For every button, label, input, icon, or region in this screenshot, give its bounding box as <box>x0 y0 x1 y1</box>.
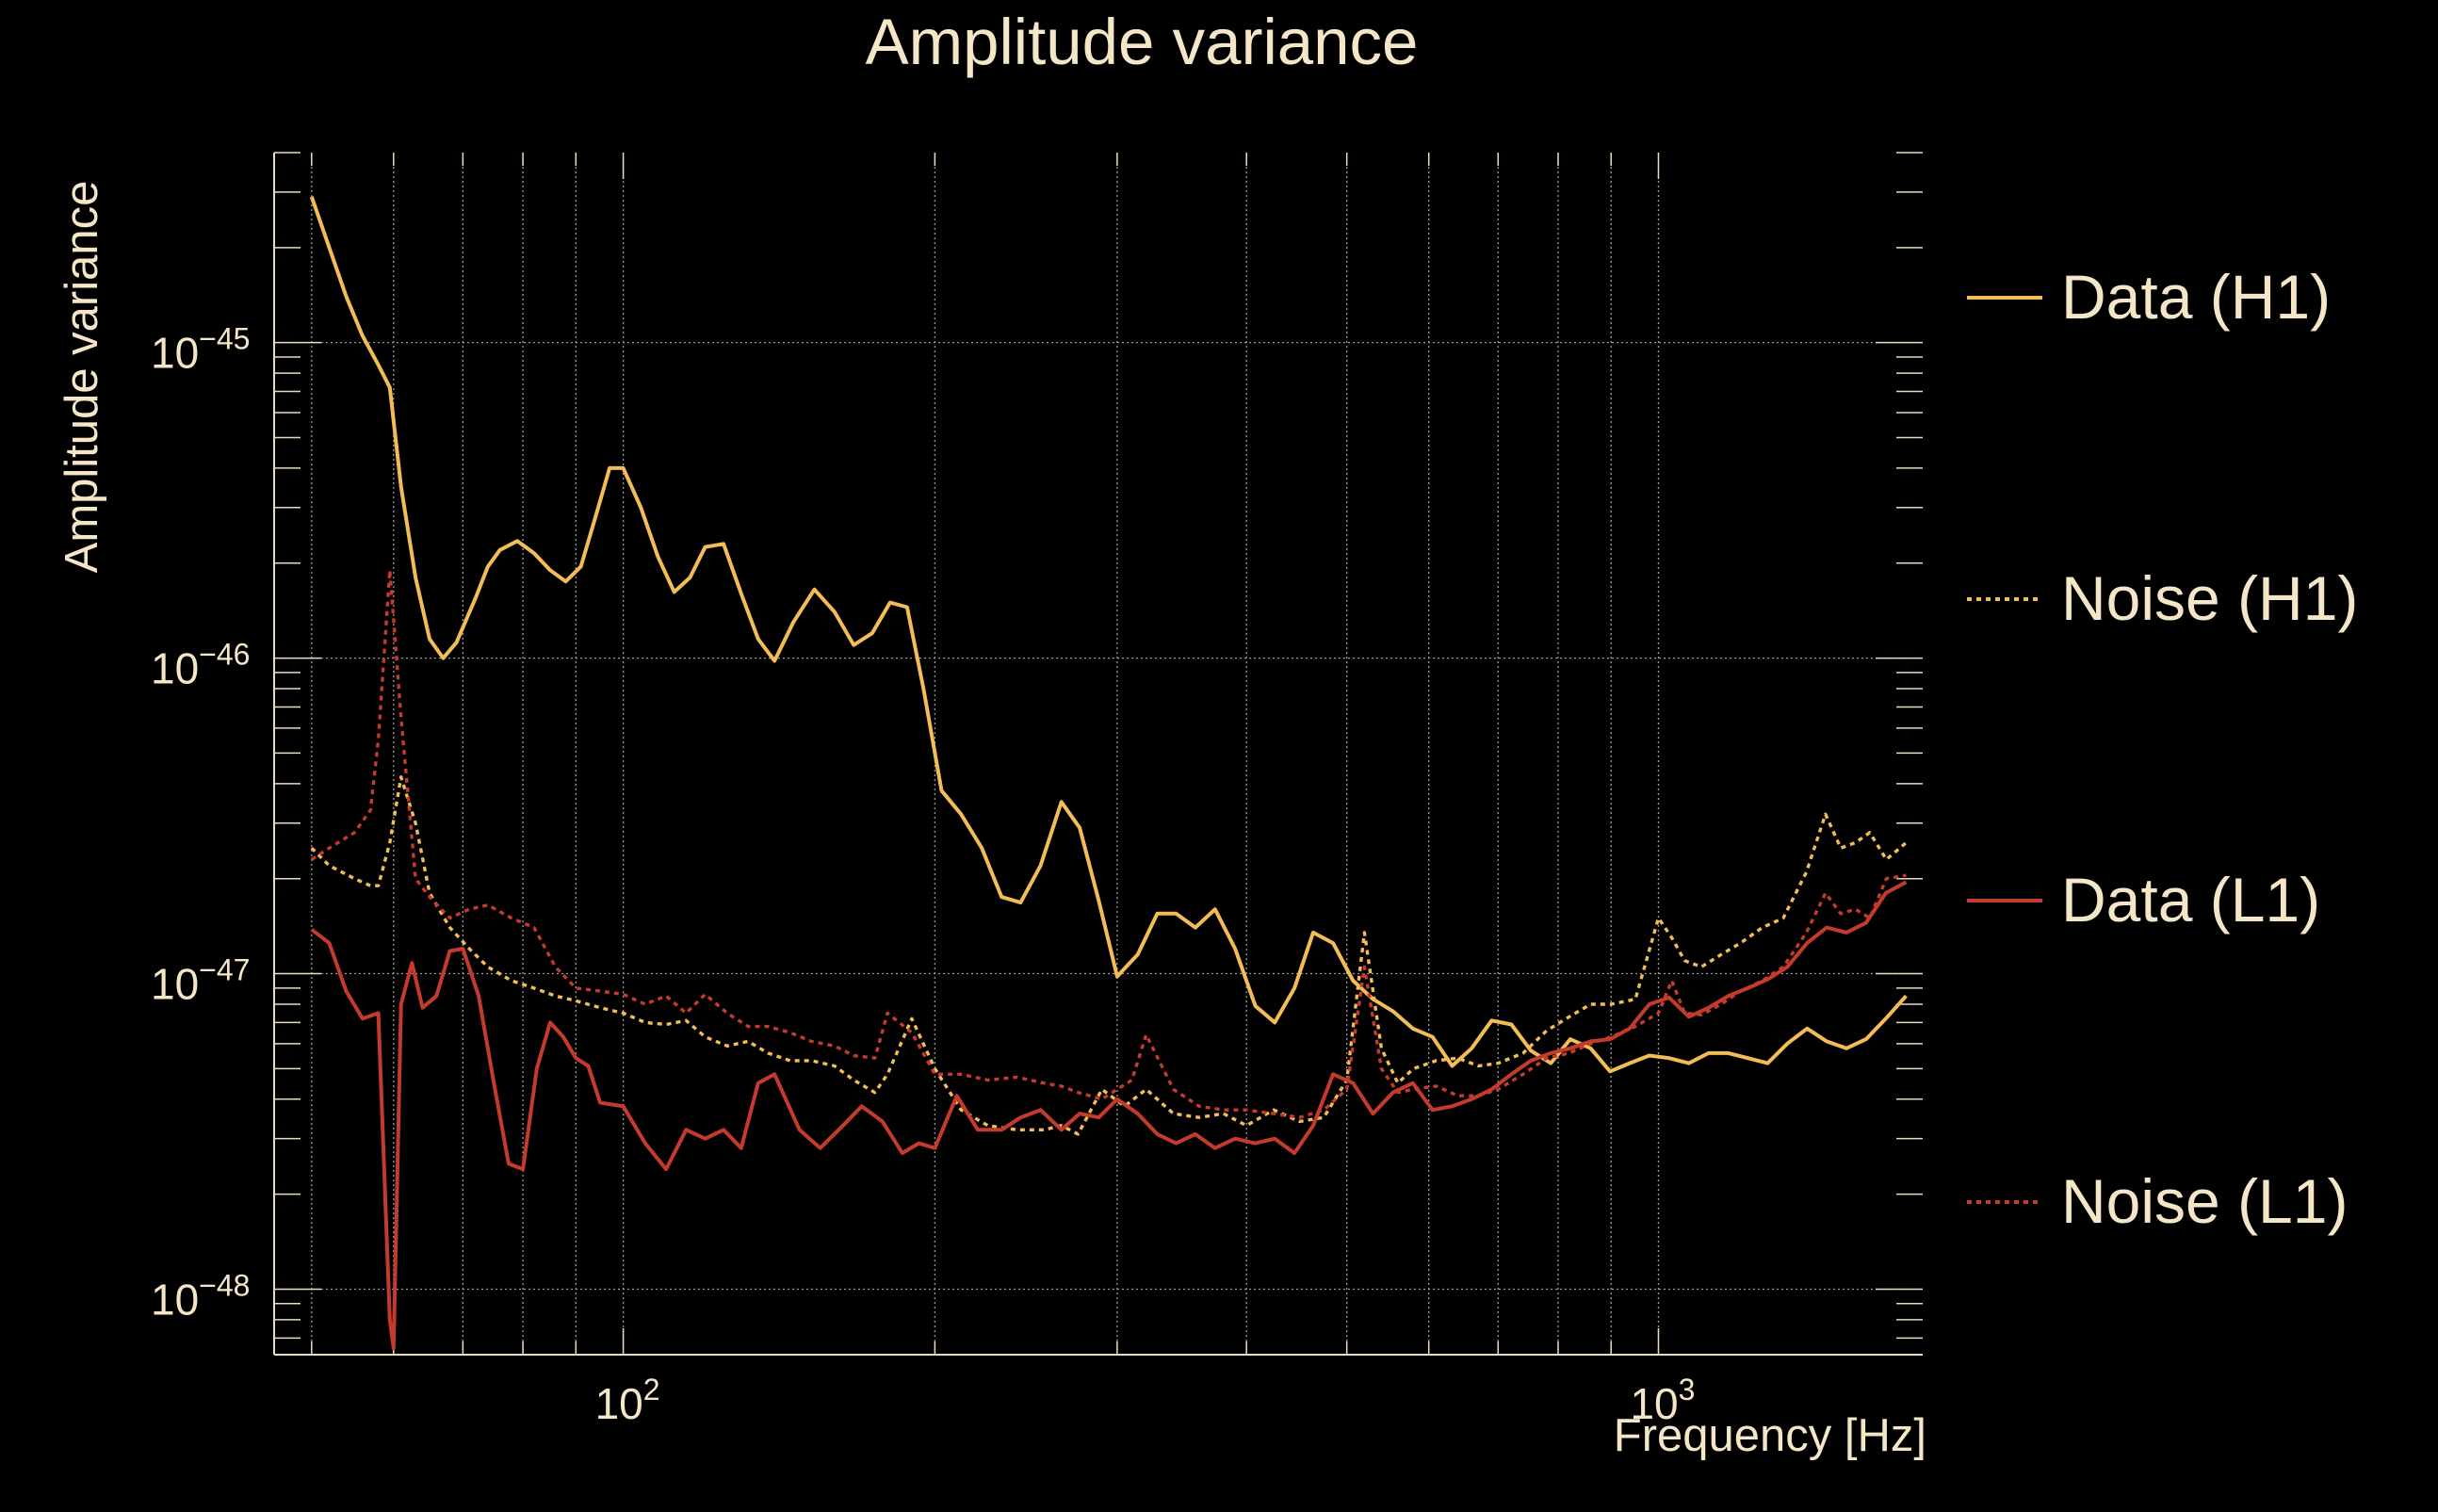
series-layer <box>309 196 1908 1351</box>
x-tick-label: 103 <box>1630 1373 1695 1428</box>
y-tick-label: 10−47 <box>151 953 250 1009</box>
chart-title: Amplitude variance <box>866 6 1419 78</box>
y-tick-label: 10−46 <box>151 638 250 693</box>
grid-layer <box>274 153 1923 1355</box>
y-axis-label: Amplitude variance <box>57 181 107 574</box>
legend-label-3: Noise (L1) <box>2061 1166 2348 1236</box>
legend-label-0: Data (H1) <box>2061 262 2331 332</box>
y-tick-label: 10−45 <box>151 322 250 378</box>
axes-layer: 102 103 10−45 10−46 10−47 10−48 <box>151 152 1923 1428</box>
legend-label-1: Noise (H1) <box>2061 563 2358 633</box>
x-tick-label: 102 <box>595 1373 660 1428</box>
legend-label-2: Data (L1) <box>2061 865 2320 935</box>
series-line-0 <box>309 196 1908 1074</box>
series-line-1 <box>310 775 1908 1136</box>
x-axis-label: Frequency [Hz] <box>1614 1410 1926 1461</box>
legend: Data (H1) Noise (H1) Data (L1) Noise (L1) <box>1967 262 2358 1236</box>
series-line-3 <box>310 568 1907 1119</box>
y-tick-label: 10−48 <box>151 1268 250 1324</box>
